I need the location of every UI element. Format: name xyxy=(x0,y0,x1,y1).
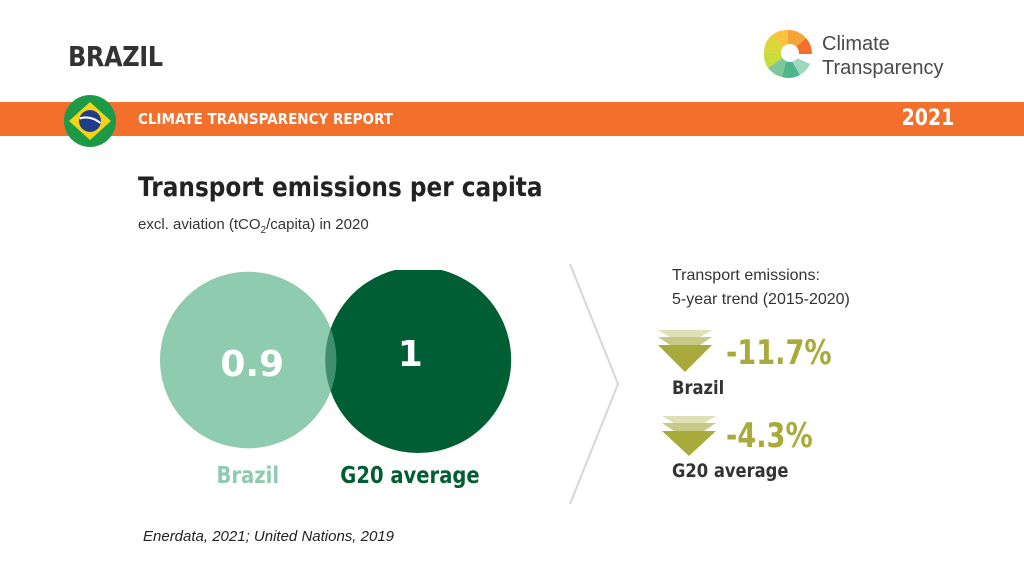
series-label-g20: G20 average xyxy=(340,463,480,489)
value-label-g20: 1 xyxy=(398,334,423,375)
source-note: Enerdata, 2021; United Nations, 2019 xyxy=(143,528,395,545)
chart-subtitle: excl. aviation (tCO2/capita) in 2020 xyxy=(138,216,369,236)
circle-brazil xyxy=(160,271,337,449)
down-trend-arrow-icon xyxy=(658,330,712,372)
trend-label-g20: G20 average xyxy=(672,460,789,482)
trend-value-g20: -4.3% xyxy=(726,416,813,456)
value-label-brazil: 0.9 xyxy=(220,344,284,385)
circle-g20 xyxy=(325,270,512,453)
venn-chart: 0.9 1 xyxy=(160,270,512,453)
chart-title: Transport emissions per capita xyxy=(138,172,543,203)
country-title: BRAZIL xyxy=(68,40,163,73)
subtitle-subscript: 2 xyxy=(260,225,267,236)
report-year: 2021 xyxy=(901,106,954,131)
trend-label-brazil: Brazil xyxy=(672,377,725,399)
logo-mark-icon xyxy=(763,29,813,78)
down-trend-arrow-icon xyxy=(662,416,716,456)
subtitle-part: /capita) in 2020 xyxy=(266,216,369,233)
report-banner: CLIMATE TRANSPARENCY REPORT 2021 xyxy=(0,102,1024,136)
divider-chevron-icon xyxy=(569,263,620,505)
trend-heading: Transport emissions: 5-year trend (2015-… xyxy=(672,267,850,308)
logo-text: Climate Transparency xyxy=(822,33,944,79)
report-title: CLIMATE TRANSPARENCY REPORT xyxy=(138,110,393,128)
trend-value-brazil: -11.7% xyxy=(726,333,832,373)
subtitle-part: excl. aviation (tCO xyxy=(138,216,261,233)
circle-overlap xyxy=(160,271,337,449)
climate-transparency-logo: Climate Transparency xyxy=(760,26,970,86)
brazil-flag-icon xyxy=(64,95,116,147)
series-label-brazil: Brazil xyxy=(216,463,280,489)
